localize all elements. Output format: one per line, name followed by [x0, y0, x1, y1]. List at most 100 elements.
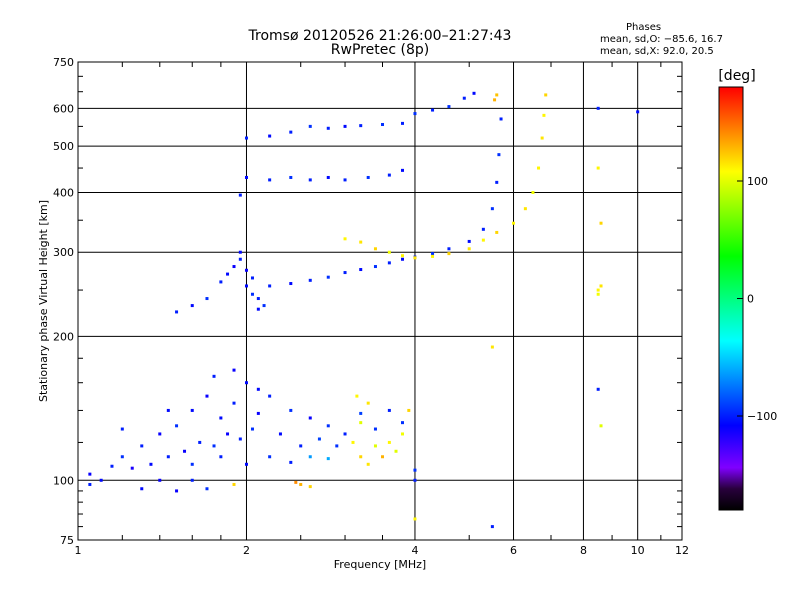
data-point	[596, 106, 600, 110]
data-point	[198, 440, 202, 444]
data-point	[175, 424, 179, 428]
data-point	[232, 368, 236, 372]
data-point	[497, 153, 501, 157]
data-point	[359, 455, 363, 459]
data-point	[447, 252, 451, 256]
y-tick-label: 200	[53, 330, 74, 343]
data-point	[493, 98, 497, 102]
data-point	[262, 304, 266, 308]
data-point	[599, 284, 603, 288]
data-point	[256, 297, 260, 301]
data-point	[636, 110, 640, 114]
data-point	[359, 124, 363, 128]
data-point	[130, 466, 134, 470]
data-point	[447, 247, 451, 251]
y-tick-label: 100	[53, 474, 74, 487]
data-point	[326, 175, 330, 179]
data-point	[481, 238, 485, 242]
data-point	[400, 421, 404, 425]
data-point	[447, 105, 451, 109]
data-point	[490, 345, 494, 349]
data-point	[88, 472, 92, 476]
data-point	[219, 280, 223, 284]
data-point	[244, 136, 248, 140]
data-point	[537, 166, 541, 170]
data-point	[599, 424, 603, 428]
data-point	[289, 175, 293, 179]
data-point	[343, 271, 347, 275]
data-point	[205, 394, 209, 398]
data-point	[232, 482, 236, 486]
data-point	[190, 462, 194, 466]
data-point	[244, 268, 248, 272]
stats-x-mode: mean, sd,X: 92.0, 20.5	[600, 46, 714, 57]
data-point	[308, 416, 312, 420]
x-tick-label: 10	[631, 544, 645, 557]
y-tick-label: 75	[60, 534, 74, 547]
data-point	[308, 178, 312, 182]
data-point	[256, 307, 260, 311]
data-point	[244, 175, 248, 179]
data-point	[238, 250, 242, 254]
data-point	[268, 455, 272, 459]
data-point	[413, 478, 417, 482]
data-point	[308, 455, 312, 459]
data-point	[381, 455, 385, 459]
data-point	[387, 440, 391, 444]
stats-o-mode: mean, sd,O: −85.6, 16.7	[600, 34, 723, 45]
data-point	[381, 123, 385, 127]
colorbar-tick-label: −100	[747, 410, 777, 423]
data-point	[359, 411, 363, 415]
data-point	[289, 130, 293, 134]
data-point	[268, 284, 272, 288]
data-point	[540, 136, 544, 140]
data-point	[495, 93, 499, 97]
data-point	[373, 247, 377, 251]
data-point	[366, 175, 370, 179]
data-point	[268, 134, 272, 138]
data-point	[219, 416, 223, 420]
data-point	[481, 227, 485, 231]
data-point	[205, 487, 209, 491]
data-point	[238, 437, 242, 441]
data-point	[299, 482, 303, 486]
data-point	[335, 444, 339, 448]
data-point	[373, 427, 377, 431]
x-axis-label: Frequency [MHz]	[334, 558, 426, 571]
data-point	[413, 112, 417, 116]
data-point	[400, 121, 404, 125]
data-point	[140, 487, 144, 491]
data-point	[387, 408, 391, 412]
data-point	[366, 462, 370, 466]
data-point	[190, 408, 194, 412]
data-point	[289, 460, 293, 464]
data-point	[596, 288, 600, 292]
data-point	[232, 265, 236, 269]
data-point	[244, 284, 248, 288]
data-point	[212, 374, 216, 378]
data-point	[268, 394, 272, 398]
data-point	[244, 381, 248, 385]
data-point	[467, 247, 471, 251]
data-point	[472, 91, 476, 95]
data-point	[244, 462, 248, 466]
data-point	[413, 517, 417, 521]
data-point	[183, 449, 187, 453]
data-point	[359, 268, 363, 272]
data-point	[490, 207, 494, 211]
data-point	[373, 444, 377, 448]
data-point	[359, 240, 363, 244]
data-point	[490, 525, 494, 529]
data-point	[544, 93, 548, 97]
colorbar-tick-label: 0	[747, 293, 754, 306]
chart-title-line1: Tromsø 20120526 21:26:00–21:27:43	[248, 28, 512, 44]
data-point	[308, 485, 312, 489]
data-point	[166, 408, 170, 412]
data-point	[120, 427, 124, 431]
data-point	[256, 387, 260, 391]
data-point	[190, 304, 194, 308]
data-point	[219, 455, 223, 459]
data-point	[238, 193, 242, 197]
data-point	[149, 462, 153, 466]
